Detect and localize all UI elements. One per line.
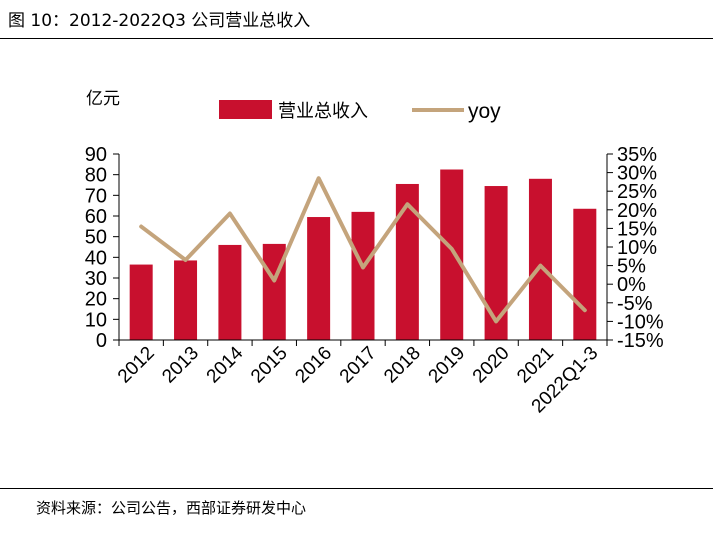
bar: [307, 217, 331, 340]
y2-tick-label: 25%: [617, 181, 657, 203]
top-rule: [0, 38, 713, 39]
source-note: 资料来源：公司公告，西部证券研发中心: [36, 499, 307, 517]
bar: [484, 186, 508, 340]
bar: [129, 264, 153, 340]
legend: 营业总收入 yoy: [219, 100, 501, 123]
y-tick-label: 10: [85, 309, 107, 331]
y-tick-label: 0: [96, 330, 107, 352]
bar: [218, 244, 242, 340]
x-tick-label: 2018: [380, 343, 425, 388]
y2-tick-label: 35%: [617, 144, 657, 166]
y-tick-label: 30: [85, 268, 107, 290]
y2-tick-label: 30%: [617, 163, 657, 185]
y2-tick-label: -10%: [617, 311, 664, 333]
x-tick-label: 2015: [247, 343, 292, 388]
bar: [528, 178, 552, 340]
x-tick-label: 2013: [158, 343, 203, 388]
y-tick-label: 70: [85, 185, 107, 207]
y2-tick-label: 5%: [617, 256, 646, 278]
y2-tick-label: -15%: [617, 330, 664, 352]
y-tick-label: 90: [85, 144, 107, 166]
x-tick-label: 2019: [425, 343, 470, 388]
bar: [351, 211, 375, 340]
y2-tick-label: 10%: [617, 237, 657, 259]
y-tick-label: 80: [85, 165, 107, 187]
bar: [395, 183, 419, 340]
x-tick-label: 2014: [203, 342, 248, 387]
bottom-rule: [0, 488, 713, 489]
legend-bar-swatch: [219, 100, 272, 119]
y2-tick-label: 20%: [617, 200, 657, 222]
x-tick-label: 2017: [336, 343, 381, 388]
figure-title: 图 10：2012-2022Q3 公司营业总收入: [8, 11, 311, 31]
y-tick-label: 40: [85, 247, 107, 269]
y-tick-label: 50: [85, 227, 107, 249]
y2-tick-label: 0%: [617, 274, 646, 296]
y-axis-unit-label: 亿元: [86, 89, 120, 108]
y2-tick-label: 15%: [617, 218, 657, 240]
legend-bar-label: 营业总收入: [278, 101, 368, 121]
legend-line-label: yoy: [468, 100, 501, 123]
bar: [573, 208, 597, 340]
y-tick-label: 20: [85, 289, 107, 311]
x-tick-label: 2012: [114, 343, 159, 388]
bar: [174, 260, 198, 340]
y2-tick-label: -5%: [617, 293, 653, 315]
x-tick-label: 2020: [469, 343, 514, 388]
bar: [440, 169, 464, 340]
y-tick-label: 60: [85, 206, 107, 228]
x-tick-label: 2016: [291, 343, 336, 388]
